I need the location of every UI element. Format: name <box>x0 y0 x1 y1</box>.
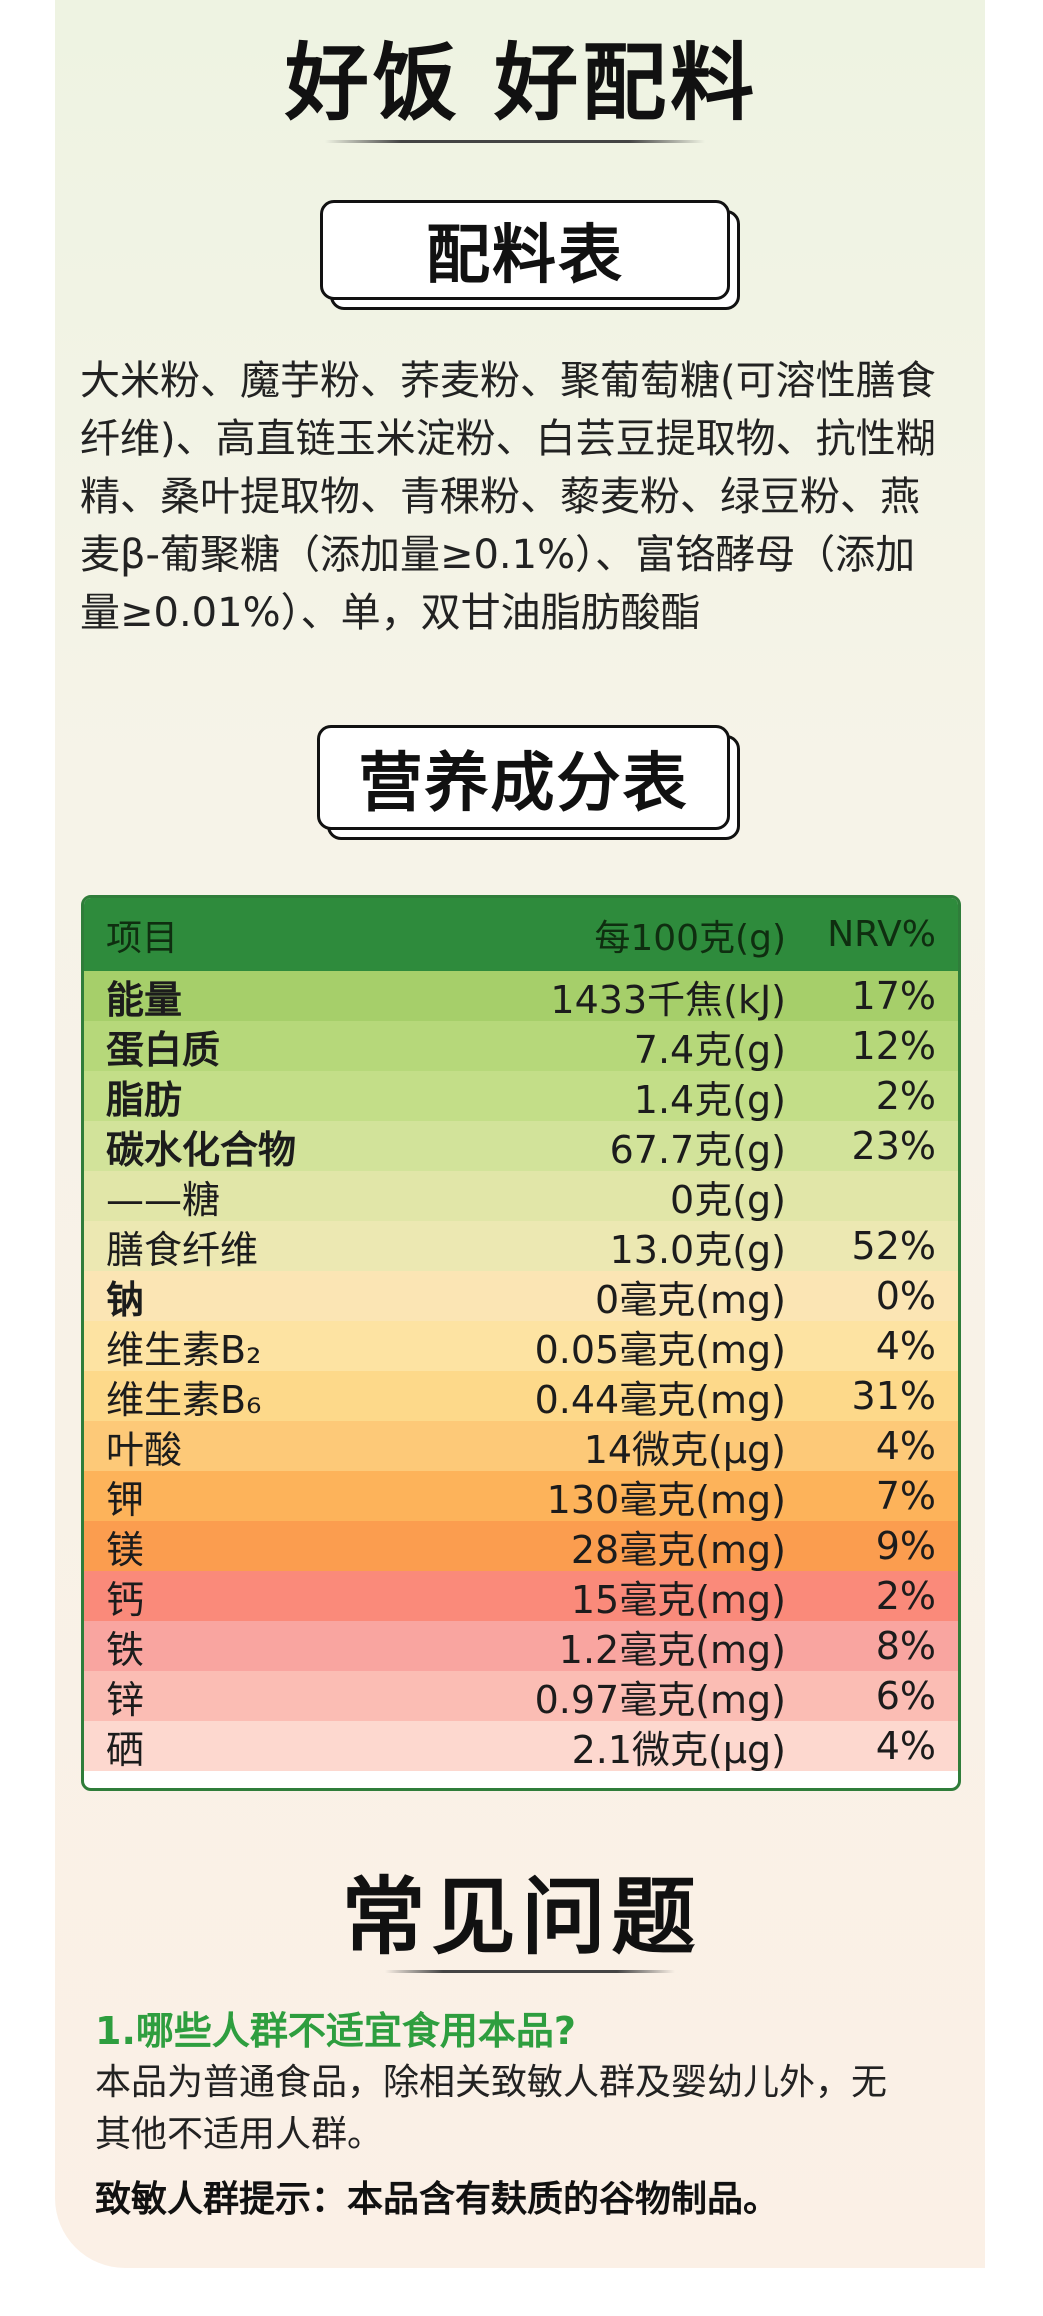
nutrition-table-body: 能量 1433千焦(kJ) 17% 蛋白质 7.4克(g) 12% 脂肪 1.4克(g) 2% 碳… <box>84 971 958 1772</box>
nutrient-name: 碳水化合物 <box>106 1127 297 1172</box>
nutrient-nrv: 9% <box>875 1524 936 1568</box>
nutrient-value: 14微克(μg) <box>583 1427 786 1472</box>
nutrition-tag-label: 营养成分表 <box>317 725 730 830</box>
nutrition-row: 钠 0毫克(mg) 0% <box>84 1271 958 1322</box>
ingredients-tag-label: 配料表 <box>320 200 730 300</box>
nutrient-name: 膳食纤维 <box>106 1227 259 1272</box>
nutrient-nrv: 6% <box>875 1674 936 1718</box>
nutrient-nrv: 2% <box>875 1074 936 1118</box>
nutrition-row: 维生素B₆ 0.44毫克(mg) 31% <box>84 1371 958 1422</box>
nutrient-value: 7.4克(g) <box>633 1027 786 1072</box>
nutrition-row: 叶酸 14微克(μg) 4% <box>84 1421 958 1472</box>
nutrition-table-header: 项目 每100克(g) NRV% <box>84 898 958 971</box>
nutrient-name: 锌 <box>106 1677 145 1722</box>
nutrient-name: 维生素B₂ <box>106 1327 262 1372</box>
nutrient-value: 130毫克(mg) <box>546 1477 786 1522</box>
nutrient-name: 钾 <box>106 1477 145 1522</box>
nutrient-nrv: 7% <box>875 1474 936 1518</box>
nutrient-value: 28毫克(mg) <box>570 1527 786 1572</box>
nutrient-value: 15毫克(mg) <box>570 1577 786 1622</box>
nutrient-name: 钠 <box>106 1277 145 1322</box>
title-divider <box>325 140 705 143</box>
nutrient-name: 脂肪 <box>106 1077 183 1122</box>
nutrient-nrv: 52% <box>851 1224 936 1268</box>
nutrient-value: 0克(g) <box>670 1177 786 1222</box>
nutrient-value: 0.05毫克(mg) <box>534 1327 786 1372</box>
nutrition-row: 碳水化合物 67.7克(g) 23% <box>84 1121 958 1172</box>
ingredients-tag: 配料表 <box>320 200 740 310</box>
nutrient-nrv: 4% <box>875 1324 936 1368</box>
nutrient-value: 0.44毫克(mg) <box>534 1377 786 1422</box>
faq-title: 常见问题 <box>341 1867 702 1966</box>
nutrition-table: 项目 每100克(g) NRV% 能量 1433千焦(kJ) 17% 蛋白质 7.4克(… <box>81 895 961 1791</box>
nutrition-tag: 营养成分表 <box>317 725 740 840</box>
nutrient-name: 蛋白质 <box>106 1027 221 1072</box>
nutrient-nrv: 0% <box>875 1274 936 1318</box>
nutrition-row: 铁 1.2毫克(mg) 8% <box>84 1621 958 1672</box>
nutrient-name: ——糖 <box>106 1177 221 1222</box>
nutrient-nrv: 4% <box>875 1724 936 1768</box>
nutrient-value: 0毫克(mg) <box>595 1277 786 1322</box>
nutrient-value: 2.1微克(μg) <box>571 1727 786 1772</box>
nutrient-name: 铁 <box>106 1627 145 1672</box>
nutrient-name: 能量 <box>106 977 183 1022</box>
nutrient-value: 1.2毫克(mg) <box>558 1627 786 1672</box>
nutrient-name: 叶酸 <box>106 1427 183 1472</box>
ingredients-line: 纤维)、高直链玉米淀粉、白芸豆提取物、抗性糊 <box>80 416 936 462</box>
nutrient-nrv: 12% <box>851 1024 936 1068</box>
nutrition-row: 镁 28毫克(mg) 9% <box>84 1521 958 1572</box>
nutrient-nrv: 2% <box>875 1574 936 1618</box>
nutrition-row: ——糖 0克(g) <box>84 1171 958 1222</box>
nutrition-row: 硒 2.1微克(μg) 4% <box>84 1721 958 1772</box>
faq-question: 1.哪些人群不适宜食用本品? <box>95 2009 576 2053</box>
nutrient-name: 钙 <box>106 1577 145 1622</box>
faq-answer-line: 其他不适用人群。 <box>95 2114 384 2155</box>
faq-answer-line: 本品为普通食品，除相关致敏人群及婴幼儿外，无 <box>95 2062 888 2103</box>
allergen-note: 致敏人群提示：本品含有麸质的谷物制品。 <box>95 2179 780 2220</box>
nutrient-nrv: 23% <box>851 1124 936 1168</box>
nutrition-row: 锌 0.97毫克(mg) 6% <box>84 1671 958 1722</box>
ingredients-line: 量≥0.01%）、单，双甘油脂肪酸酯 <box>80 590 701 636</box>
header-nrv: NRV% <box>827 914 936 955</box>
nutrient-name: 硒 <box>106 1727 145 1772</box>
nutrient-value: 1.4克(g) <box>633 1077 786 1122</box>
nutrient-value: 13.0克(g) <box>609 1227 786 1272</box>
nutrition-row: 钾 130毫克(mg) 7% <box>84 1471 958 1522</box>
nutrition-row: 膳食纤维 13.0克(g) 52% <box>84 1221 958 1272</box>
nutrition-row: 蛋白质 7.4克(g) 12% <box>84 1021 958 1072</box>
nutrient-nrv: 31% <box>851 1374 936 1418</box>
nutrition-row: 能量 1433千焦(kJ) 17% <box>84 971 958 1022</box>
faq-divider <box>385 1970 675 1973</box>
nutrition-row: 维生素B₂ 0.05毫克(mg) 4% <box>84 1321 958 1372</box>
nutrient-nrv: 8% <box>875 1624 936 1668</box>
nutrient-nrv: 17% <box>851 974 936 1018</box>
nutrient-name: 镁 <box>106 1527 145 1572</box>
nutrient-value: 67.7克(g) <box>609 1127 786 1172</box>
nutrient-nrv: 4% <box>875 1424 936 1468</box>
nutrition-row: 钙 15毫克(mg) 2% <box>84 1571 958 1622</box>
header-per100: 每100克(g) <box>594 917 786 959</box>
nutrient-name: 维生素B₆ <box>106 1377 262 1422</box>
ingredients-line: 精、桑叶提取物、青稞粉、藜麦粉、绿豆粉、燕 <box>80 474 920 520</box>
nutrient-value: 0.97毫克(mg) <box>534 1677 786 1722</box>
ingredients-line: 麦β-葡聚糖（添加量≥0.1%）、富铬酵母（添加 <box>80 532 916 578</box>
ingredients-text: 大米粉、魔芋粉、荞麦粉、聚葡萄糖(可溶性膳食 纤维)、高直链玉米淀粉、白芸豆提取… <box>80 352 958 642</box>
ingredients-line: 大米粉、魔芋粉、荞麦粉、聚葡萄糖(可溶性膳食 <box>80 358 936 404</box>
header-item: 项目 <box>106 917 179 959</box>
faq-answer: 本品为普通食品，除相关致敏人群及婴幼儿外，无 其他不适用人群。 <box>95 2057 965 2161</box>
page-title: 好饭 好配料 <box>284 33 759 132</box>
nutrition-row: 脂肪 1.4克(g) 2% <box>84 1071 958 1122</box>
nutrient-value: 1433千焦(kJ) <box>550 977 786 1022</box>
